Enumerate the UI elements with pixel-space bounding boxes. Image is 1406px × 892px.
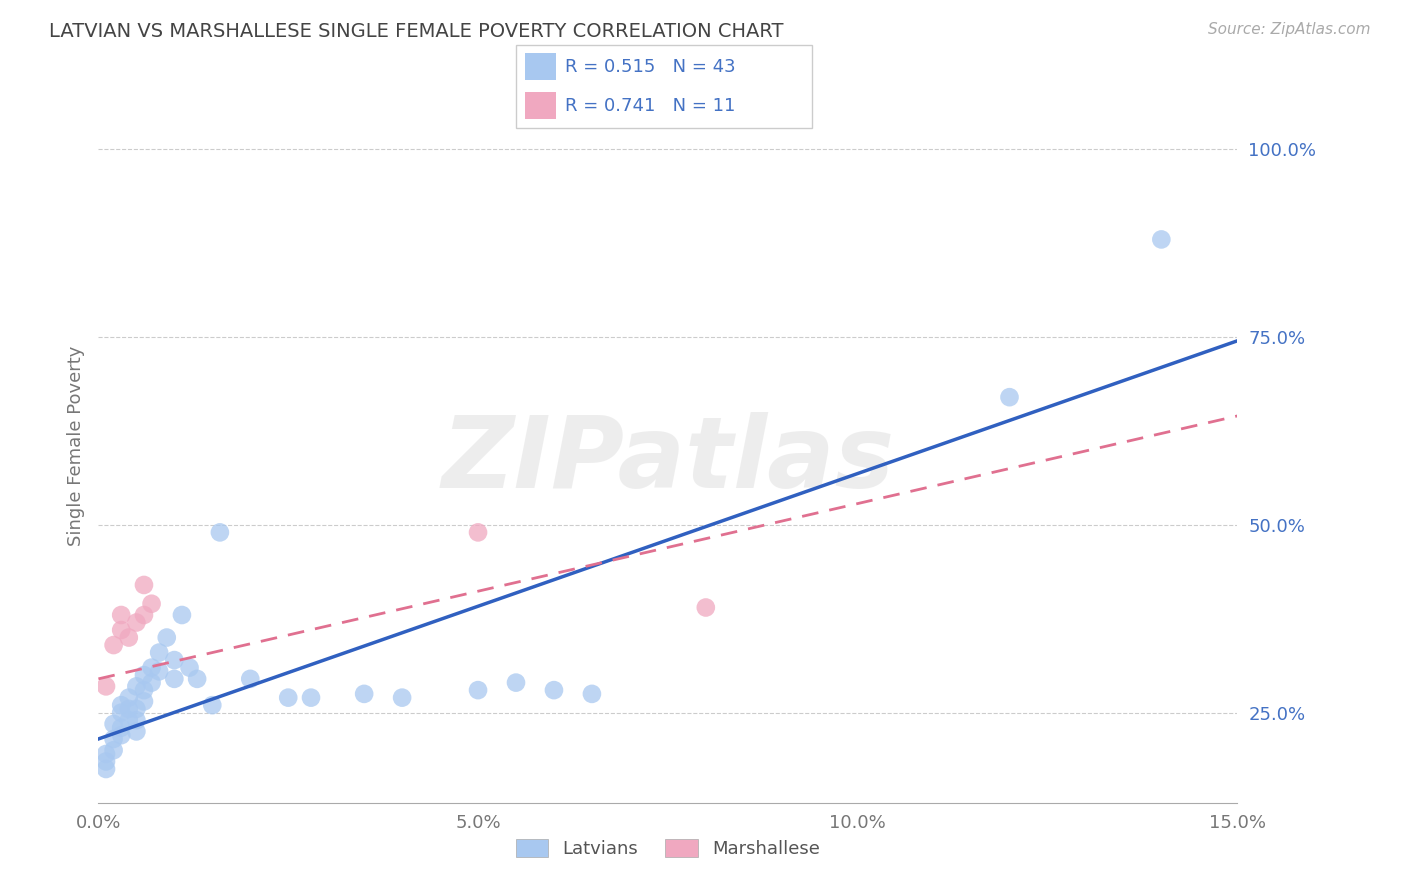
Y-axis label: Single Female Poverty: Single Female Poverty [66, 346, 84, 546]
Text: LATVIAN VS MARSHALLESE SINGLE FEMALE POVERTY CORRELATION CHART: LATVIAN VS MARSHALLESE SINGLE FEMALE POV… [49, 22, 783, 41]
Point [201, 698, 224, 713]
Bar [526, 54, 555, 80]
Bar [526, 92, 555, 120]
Point [125, 724, 148, 739]
Text: ZIPatlas: ZIPatlas [441, 412, 894, 508]
Point [94, 679, 117, 693]
Point [163, 672, 186, 686]
Point [695, 600, 717, 615]
Point [543, 683, 565, 698]
Text: R = 0.741   N = 11: R = 0.741 N = 11 [565, 96, 735, 114]
Point [125, 702, 148, 716]
Text: R = 0.515   N = 43: R = 0.515 N = 43 [565, 58, 735, 76]
Point [239, 672, 262, 686]
Point [94, 747, 117, 761]
Point [141, 660, 163, 674]
Point [132, 607, 155, 622]
Point [110, 623, 132, 637]
Point [110, 721, 132, 735]
Point [103, 743, 125, 757]
Text: Source: ZipAtlas.com: Source: ZipAtlas.com [1208, 22, 1371, 37]
Legend: Latvians, Marshallese: Latvians, Marshallese [509, 831, 827, 865]
Point [125, 713, 148, 727]
Point [94, 762, 117, 776]
Point [148, 646, 170, 660]
Point [141, 675, 163, 690]
Point [186, 672, 208, 686]
Point [103, 717, 125, 731]
Point [110, 698, 132, 713]
Point [125, 615, 148, 630]
Point [299, 690, 322, 705]
Point [118, 690, 141, 705]
Point [103, 731, 125, 746]
Point [208, 525, 231, 540]
Point [467, 525, 489, 540]
Point [110, 728, 132, 742]
Point [125, 679, 148, 693]
Point [132, 578, 155, 592]
Point [353, 687, 375, 701]
Point [1150, 232, 1173, 246]
Point [132, 683, 155, 698]
Point [110, 706, 132, 720]
Point [110, 607, 132, 622]
FancyBboxPatch shape [516, 45, 813, 128]
Point [179, 660, 201, 674]
Point [94, 755, 117, 769]
Point [505, 675, 527, 690]
Point [170, 607, 193, 622]
Point [467, 683, 489, 698]
Point [118, 631, 141, 645]
Point [998, 390, 1021, 404]
Point [141, 597, 163, 611]
Point [148, 665, 170, 679]
Point [118, 702, 141, 716]
Point [103, 638, 125, 652]
Point [391, 690, 413, 705]
Point [156, 631, 179, 645]
Point [118, 713, 141, 727]
Point [132, 694, 155, 708]
Point [277, 690, 299, 705]
Point [581, 687, 603, 701]
Point [132, 668, 155, 682]
Point [163, 653, 186, 667]
